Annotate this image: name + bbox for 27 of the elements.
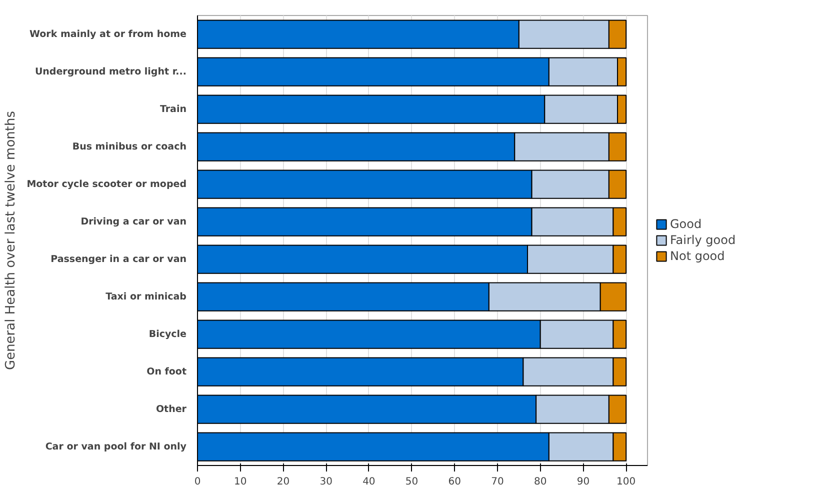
x-tick-label: 100	[616, 476, 636, 488]
y-tick-label: Car or van pool for NI only	[45, 441, 188, 452]
x-tick-label: 10	[234, 476, 247, 488]
x-tick-label: 20	[276, 476, 290, 488]
y-tick-label: Work mainly at or from home	[29, 28, 187, 40]
x-tick-label: 80	[534, 476, 547, 488]
x-tick-label: 90	[576, 476, 590, 488]
x-tick-label: 60	[448, 476, 462, 488]
legend-label: Fairly good	[670, 233, 736, 247]
x-tick-label: 30	[320, 476, 332, 488]
legend-label: Not good	[670, 249, 725, 263]
y-tick-label: Taxi or minicab	[106, 291, 187, 302]
y-tick-label: On foot	[146, 366, 187, 378]
x-tick-label: 70	[491, 476, 504, 488]
y-tick-label: Other	[156, 404, 187, 415]
x-tick-label: 50	[405, 476, 418, 488]
y-tick-label: Underground metro light r...	[34, 66, 187, 78]
y-tick-label: Motor cycle scooter or moped	[26, 178, 187, 190]
y-axis-title: General Health over last twelve months	[4, 110, 19, 370]
x-tick-label: 0	[194, 476, 201, 488]
y-tick-label: Train	[160, 104, 187, 115]
y-tick-label: Bicycle	[148, 328, 187, 340]
y-tick-label: Passenger in a car or van	[50, 254, 187, 265]
y-tick-label: Driving a car or van	[80, 216, 187, 228]
legend-label: Good	[670, 217, 702, 231]
x-tick-label: 40	[362, 476, 376, 488]
y-tick-label: Bus minibus or coach	[72, 141, 187, 152]
